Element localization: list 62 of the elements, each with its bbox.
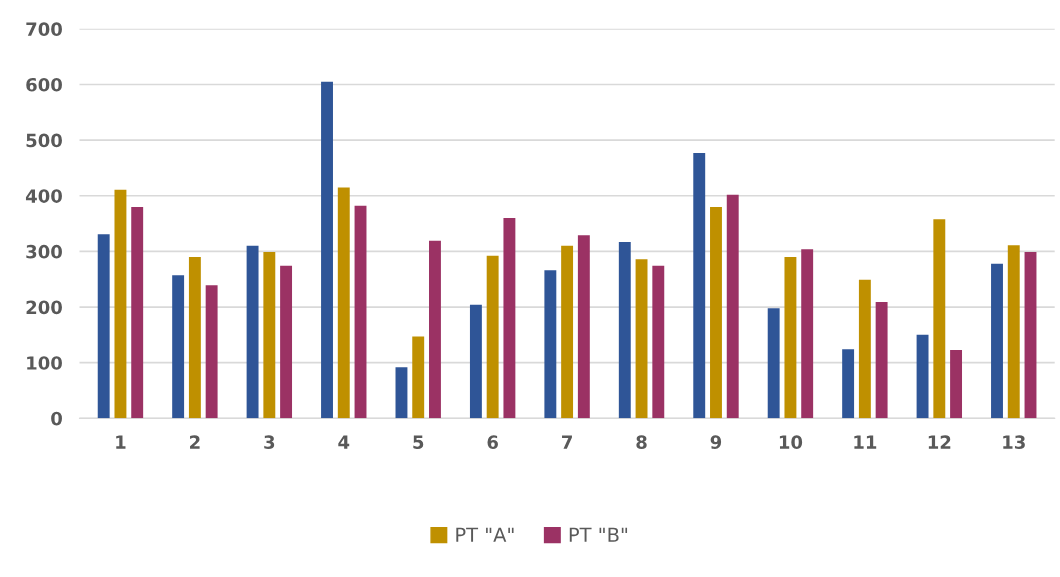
bar [321,81,333,419]
bar [188,256,201,419]
x-tick-label: 2 [190,435,200,449]
bar [412,336,425,419]
bar [131,206,144,419]
x-tick-label: 12 [928,435,951,449]
y-tick-label: 0 [51,411,62,426]
bar [933,219,946,419]
bar [561,245,574,419]
bar [875,302,888,419]
y-tick-label: 200 [26,300,62,315]
bar [172,275,185,419]
bar [503,218,516,419]
x-tick-label: 6 [487,435,498,449]
x-tick-label: 13 [1003,435,1025,449]
bar [337,187,350,419]
x-tick-label: 8 [636,435,647,449]
bar [246,245,259,419]
bar [991,263,1003,419]
y-tick-label: 100 [27,356,62,370]
x-tick-label: 4 [338,435,350,449]
y-tick-label: 500 [26,133,62,148]
y-tick-label: 700 [26,22,62,36]
y-tick-label: 600 [26,77,62,92]
y-tick-label: 300 [26,244,62,259]
bar [950,349,963,419]
bar [395,367,408,419]
bar [652,265,665,419]
bar [842,349,855,419]
bar [280,265,293,419]
bar [784,256,797,419]
bar [726,194,739,419]
bar [710,206,722,419]
bar [577,235,590,419]
bar [693,152,706,419]
bar [1024,251,1037,419]
bar [486,255,499,419]
bar [1007,245,1020,419]
bar [635,259,648,419]
x-tick-label: 5 [413,435,424,449]
bar [916,334,929,419]
x-tick-label: 7 [562,435,572,449]
bar [469,304,482,419]
bar [114,189,127,419]
bar [858,279,871,419]
x-tick-label: 11 [854,435,877,449]
bar [544,270,557,419]
x-tick-label: 3 [264,435,275,449]
bar [767,308,780,419]
legend-label: PT "B" [569,527,628,542]
x-tick-label: 1 [116,435,126,449]
bar [801,249,814,419]
x-tick-label: 9 [710,435,722,449]
x-tick-label: 10 [779,435,803,449]
bar [263,251,276,419]
bar [618,241,631,419]
y-tick-label: 400 [25,189,62,203]
bar [354,205,367,419]
bar [429,240,441,419]
bar [205,285,218,419]
legend-label: PT "A" [456,527,514,542]
bar [97,234,110,419]
